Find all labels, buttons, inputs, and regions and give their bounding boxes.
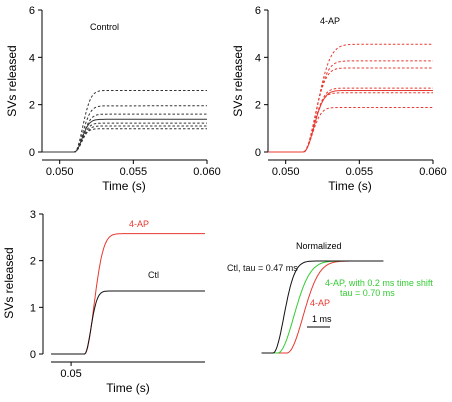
series-line-5 xyxy=(42,122,207,153)
normalized-line-1 xyxy=(261,260,384,354)
series-line-6 xyxy=(42,125,207,153)
shift-tau-label: tau = 0.70 ms xyxy=(340,288,395,298)
panel-title: Control xyxy=(90,22,119,32)
series-line-4 xyxy=(42,118,207,153)
y-tick-label: 2 xyxy=(30,256,36,268)
series-line-1 xyxy=(42,90,207,153)
x-tick-label: 0.05 xyxy=(60,368,81,380)
series-line-1 xyxy=(51,233,205,355)
ctl-label: Ctl, tau = 0.47 ms xyxy=(227,263,298,273)
y-tick-label: 2 xyxy=(255,100,261,112)
ticks: 0 1 2 3 0.05 xyxy=(30,209,82,380)
series-line-5 xyxy=(268,90,433,153)
y-tick-label: 4 xyxy=(29,52,35,64)
y-tick-label: 6 xyxy=(255,5,261,17)
comparison-panel: SVs released Time (s) 4-AP Ctl 0 1 2 3 0.05 xyxy=(2,209,205,395)
series-lines xyxy=(42,90,207,153)
x-axis-label: Time (s) xyxy=(328,179,372,193)
series-label-ctl: Ctl xyxy=(148,270,159,280)
series-lines xyxy=(51,233,205,355)
series-line-7 xyxy=(42,128,207,153)
y-tick-label: 0 xyxy=(29,147,35,159)
ticks: 0 2 4 6 0.050 0.055 0.060 xyxy=(255,5,447,178)
scale-bar-label: 1 ms xyxy=(312,314,332,324)
series-lines xyxy=(261,260,384,354)
panel-title: 4-AP xyxy=(320,16,340,26)
x-tick-label: 0.060 xyxy=(419,166,447,178)
fourap-panel: 4-AP SVs released Time (s) 0 2 4 6 0.050 0.05… xyxy=(231,5,447,193)
series-lines xyxy=(268,43,433,153)
series-line-1 xyxy=(268,43,433,153)
x-axis-label: Time (s) xyxy=(106,381,150,395)
x-tick-label: 0.050 xyxy=(272,166,300,178)
ticks: 0 2 4 6 0.050 0.055 0.060 xyxy=(29,5,221,178)
y-tick-label: 0 xyxy=(255,147,261,159)
y-tick-label: 0 xyxy=(30,349,36,361)
series-line-6 xyxy=(268,92,433,153)
series-line-2 xyxy=(51,290,205,355)
y-axis-label: SVs released xyxy=(5,45,19,116)
fourap-label: 4-AP xyxy=(310,298,330,308)
y-axis-label: SVs released xyxy=(231,45,245,116)
panel-title: Normalized xyxy=(296,241,342,251)
x-tick-label: 0.060 xyxy=(193,166,221,178)
y-tick-label: 3 xyxy=(30,209,36,221)
y-tick-label: 6 xyxy=(29,5,35,17)
x-tick-label: 0.055 xyxy=(120,166,148,178)
x-tick-label: 0.050 xyxy=(46,166,74,178)
y-tick-label: 2 xyxy=(29,100,35,112)
x-tick-label: 0.055 xyxy=(346,166,374,178)
y-tick-label: 1 xyxy=(30,302,36,314)
series-line-4 xyxy=(268,87,433,153)
series-line-2 xyxy=(268,60,433,153)
normalized-panel: Normalized Ctl, tau = 0.47 ms 4-AP, with… xyxy=(227,241,433,354)
y-tick-label: 4 xyxy=(255,52,261,64)
x-axis-label: Time (s) xyxy=(102,179,146,193)
shift-label: 4-AP, with 0.2 ms time shift xyxy=(325,278,433,288)
y-axis-label: SVs released xyxy=(2,247,16,318)
series-line-7 xyxy=(268,107,433,153)
series-label-4ap: 4-AP xyxy=(129,219,149,229)
series-line-3 xyxy=(268,67,433,153)
